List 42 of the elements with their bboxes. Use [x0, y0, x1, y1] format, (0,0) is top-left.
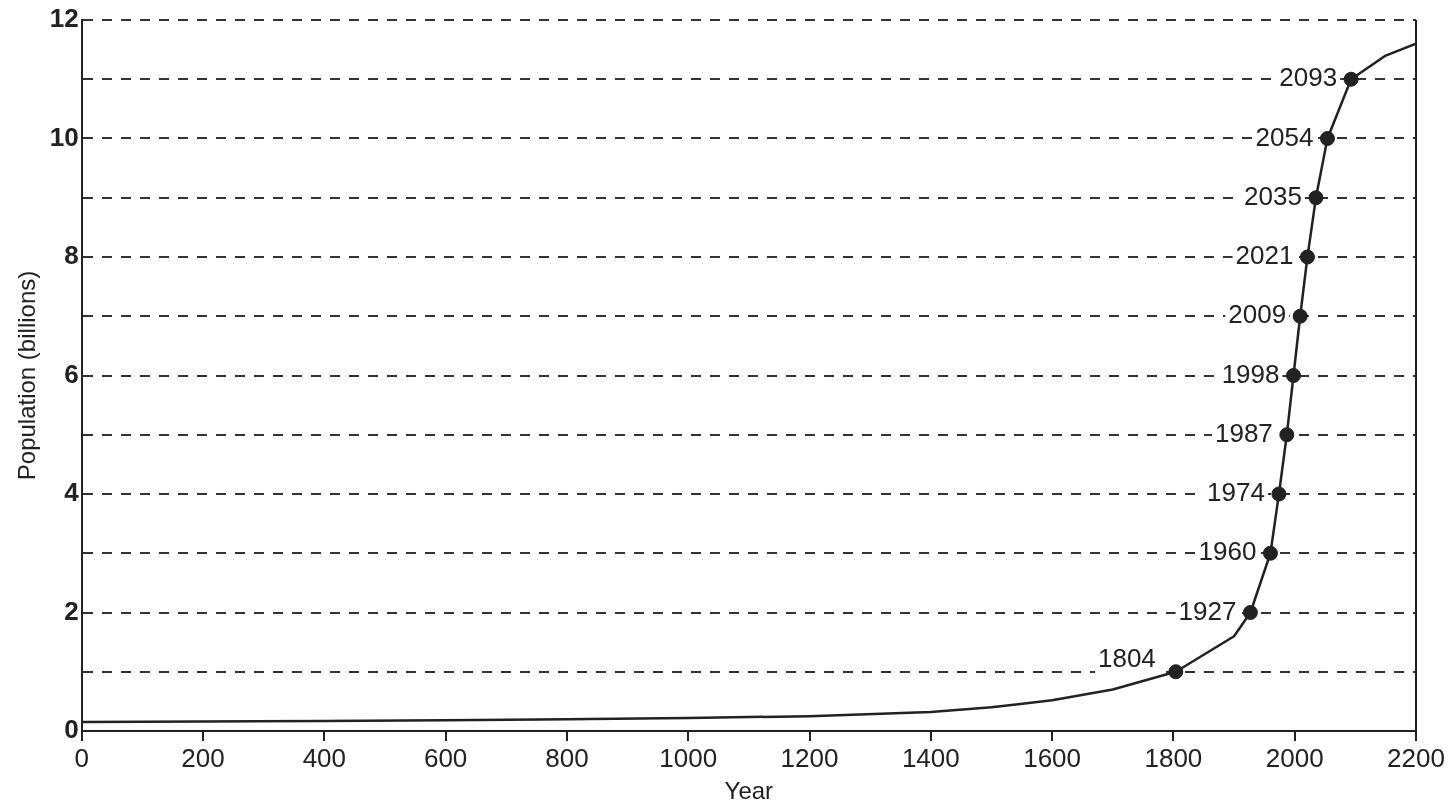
annotation: 1960	[1198, 536, 1257, 567]
annotation: 1927	[1178, 595, 1237, 626]
y-tick-label: 10	[49, 121, 79, 152]
point	[1299, 249, 1315, 265]
point	[1262, 545, 1278, 561]
annotation: 2009	[1228, 299, 1287, 330]
y-tick-label: 0	[64, 714, 79, 745]
point	[1271, 486, 1287, 502]
y-tick-label: 12	[49, 3, 79, 34]
y-tick-label: 6	[64, 358, 79, 389]
point	[1285, 368, 1301, 383]
annotation: 1987	[1214, 417, 1273, 448]
x-tick-label: 200	[181, 742, 225, 773]
annotation: 2093	[1279, 62, 1338, 93]
y-tick-label: 8	[64, 240, 79, 271]
x-tick-label: 1800	[1144, 742, 1203, 773]
annotation: 1974	[1207, 477, 1265, 508]
y-tick-label: 2	[64, 595, 79, 626]
point	[1168, 664, 1184, 680]
point	[1308, 190, 1324, 206]
x-tick-label: 1000	[659, 742, 718, 773]
point	[1292, 308, 1308, 324]
x-tick-label: 600	[423, 742, 468, 773]
point	[1319, 131, 1335, 146]
x-tick-label: 2200	[1387, 742, 1445, 773]
y-axis-title: Population (billions)	[13, 270, 41, 481]
annotation: 1804	[1097, 642, 1156, 673]
point	[1279, 427, 1295, 443]
annotation: 1998	[1221, 358, 1280, 389]
annotation: 2021	[1235, 240, 1294, 271]
y-tick-label: 4	[64, 477, 80, 508]
x-axis-title: Year	[724, 777, 774, 805]
annotation: 2035	[1244, 180, 1302, 211]
point	[1242, 605, 1258, 620]
x-tick-label: 2000	[1265, 742, 1324, 773]
x-tick-label: 1600	[1023, 742, 1082, 773]
x-tick-label: 1200	[780, 742, 839, 773]
x-tick-label: 400	[302, 742, 347, 773]
x-tick-label: 800	[545, 742, 589, 773]
x-tick-label: 1400	[901, 742, 960, 773]
annotation: 2054	[1255, 121, 1314, 152]
point	[1343, 71, 1359, 87]
